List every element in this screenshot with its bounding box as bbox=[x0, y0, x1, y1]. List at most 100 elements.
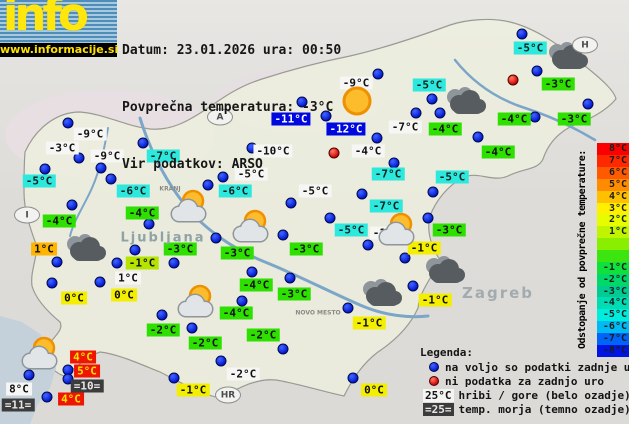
temp-label: -4°C bbox=[351, 144, 385, 158]
station-dot bbox=[215, 355, 227, 367]
scale-cell: -7°C bbox=[597, 333, 629, 346]
river-sava bbox=[138, 116, 430, 319]
temp-label: -2°C bbox=[226, 367, 260, 381]
temp-label: -3°C bbox=[163, 242, 197, 256]
temp-label: 1°C bbox=[115, 271, 141, 285]
scale-cell: 5°C bbox=[597, 178, 629, 191]
legend-item-text: hribi / gore (belo ozadje) bbox=[458, 388, 629, 402]
weather-icon-sun-cloud bbox=[166, 189, 212, 225]
station-dot bbox=[137, 137, 149, 149]
weather-icon-sun bbox=[339, 83, 375, 119]
temp-label: -4°C bbox=[497, 112, 531, 126]
station-dot bbox=[422, 212, 434, 224]
station-dot bbox=[371, 132, 383, 144]
station-dot bbox=[62, 117, 74, 129]
legend-item: ni podatka za zadnjo uro bbox=[420, 374, 629, 388]
temp-label: 0°C bbox=[361, 383, 387, 397]
logo-stripes: info bbox=[0, 0, 117, 43]
scale-cell: 6°C bbox=[597, 166, 629, 179]
station-dot bbox=[186, 322, 198, 334]
station-dot bbox=[105, 173, 117, 185]
station-dot bbox=[23, 369, 35, 381]
scale-cell: 8°C bbox=[597, 143, 629, 155]
scale-cell: 1°C bbox=[597, 226, 629, 239]
temp-label: -3°C bbox=[289, 242, 323, 256]
temp-label: -3°C bbox=[541, 77, 575, 91]
temp-label: -3°C bbox=[432, 223, 466, 237]
weather-icon-sun-cloud bbox=[374, 212, 420, 248]
weather-icon-cloud bbox=[442, 86, 488, 118]
temp-label: 8°C bbox=[6, 382, 32, 396]
station-dot bbox=[277, 343, 289, 355]
station-dot bbox=[372, 68, 384, 80]
scale-cell: -5°C bbox=[597, 309, 629, 322]
weather-icon-sun-cloud bbox=[173, 284, 219, 320]
scale-title: Odstopanje od povprečne temperature: bbox=[577, 150, 588, 350]
station-dot bbox=[210, 232, 222, 244]
header-avg-temp: Povprečna temperatura: -3°C bbox=[122, 100, 334, 115]
temp-label: -4°C bbox=[239, 278, 273, 292]
station-dot bbox=[129, 244, 141, 256]
scale-cell: -2°C bbox=[597, 273, 629, 286]
station-dot bbox=[168, 372, 180, 384]
station-dot bbox=[347, 372, 359, 384]
station-dot bbox=[399, 252, 411, 264]
temp-label: -5°C bbox=[513, 41, 547, 55]
temp-label: -1°C bbox=[418, 293, 452, 307]
station-dot bbox=[529, 111, 541, 123]
temp-label: =10= bbox=[70, 379, 104, 393]
temp-label: -11°C bbox=[271, 112, 311, 126]
temp-label: -4°C bbox=[219, 306, 253, 320]
temp-label: -3°C bbox=[277, 287, 311, 301]
station-dot bbox=[472, 131, 484, 143]
temp-label: -7°C bbox=[369, 199, 403, 213]
header-source: Vir podatkov: ARSO bbox=[122, 157, 263, 172]
scale-cell: 4°C bbox=[597, 190, 629, 203]
station-dot bbox=[95, 162, 107, 174]
map-header: Datum: 23.01.2026 ura: 00:50 Povprečna t… bbox=[122, 3, 341, 212]
temp-label: -2°C bbox=[246, 328, 280, 342]
scale-cell bbox=[597, 238, 629, 250]
station-dot bbox=[362, 239, 374, 251]
country-oval-i: I bbox=[14, 206, 40, 224]
temp-label: -5°C bbox=[412, 78, 446, 92]
temp-label: -12°C bbox=[326, 122, 366, 136]
temperature-scale: 8°C 7°C 6°C 5°C 4°C 3°C 2°C 1°C -1°C -2°C -3°C -4°C… bbox=[597, 143, 629, 357]
country-oval-a: A bbox=[207, 108, 233, 126]
temp-label: -5°C bbox=[234, 167, 268, 181]
country-oval-h: H bbox=[572, 36, 598, 54]
station-dot bbox=[427, 186, 439, 198]
legend-item-text: na voljo so podatki zadnje ure bbox=[445, 360, 629, 374]
legend-item: 25°C hribi / gore (belo ozadje) bbox=[420, 388, 629, 402]
legend-chip-sea: =25= bbox=[423, 402, 454, 416]
site-logo[interactable]: info www.informacije.si bbox=[0, 0, 119, 57]
station-dot bbox=[66, 199, 78, 211]
temp-label: -5°C bbox=[298, 184, 332, 198]
station-dot bbox=[277, 229, 289, 241]
station-dot bbox=[516, 28, 528, 40]
weather-icon-cloud bbox=[421, 255, 467, 287]
station-dot bbox=[51, 256, 63, 268]
station-dot bbox=[342, 302, 354, 314]
temp-label: =11= bbox=[1, 398, 35, 412]
scale-cell: 2°C bbox=[597, 214, 629, 227]
station-dot bbox=[407, 280, 419, 292]
legend-red-dot-icon bbox=[429, 376, 439, 386]
station-dot bbox=[217, 171, 229, 183]
station-dot bbox=[285, 197, 297, 209]
logo-url[interactable]: www.informacije.si bbox=[0, 43, 119, 57]
city-label: Ljubljana bbox=[120, 230, 206, 246]
temp-label: -1°C bbox=[125, 256, 159, 270]
station-dot bbox=[156, 309, 168, 321]
station-dot bbox=[246, 266, 258, 278]
station-dot bbox=[356, 188, 368, 200]
temp-label: 5°C bbox=[74, 364, 100, 378]
temp-label: -7°C bbox=[146, 149, 180, 163]
station-dot bbox=[143, 218, 155, 230]
scale-cell: -6°C bbox=[597, 321, 629, 334]
legend: Legenda: na voljo so podatki zadnje ure n… bbox=[420, 345, 629, 416]
station-dot bbox=[73, 152, 85, 164]
legend-item-text: ni podatka za zadnjo uro bbox=[445, 374, 604, 388]
legend-blue-dot-icon bbox=[429, 362, 439, 372]
legend-title: Legenda: bbox=[420, 346, 473, 359]
